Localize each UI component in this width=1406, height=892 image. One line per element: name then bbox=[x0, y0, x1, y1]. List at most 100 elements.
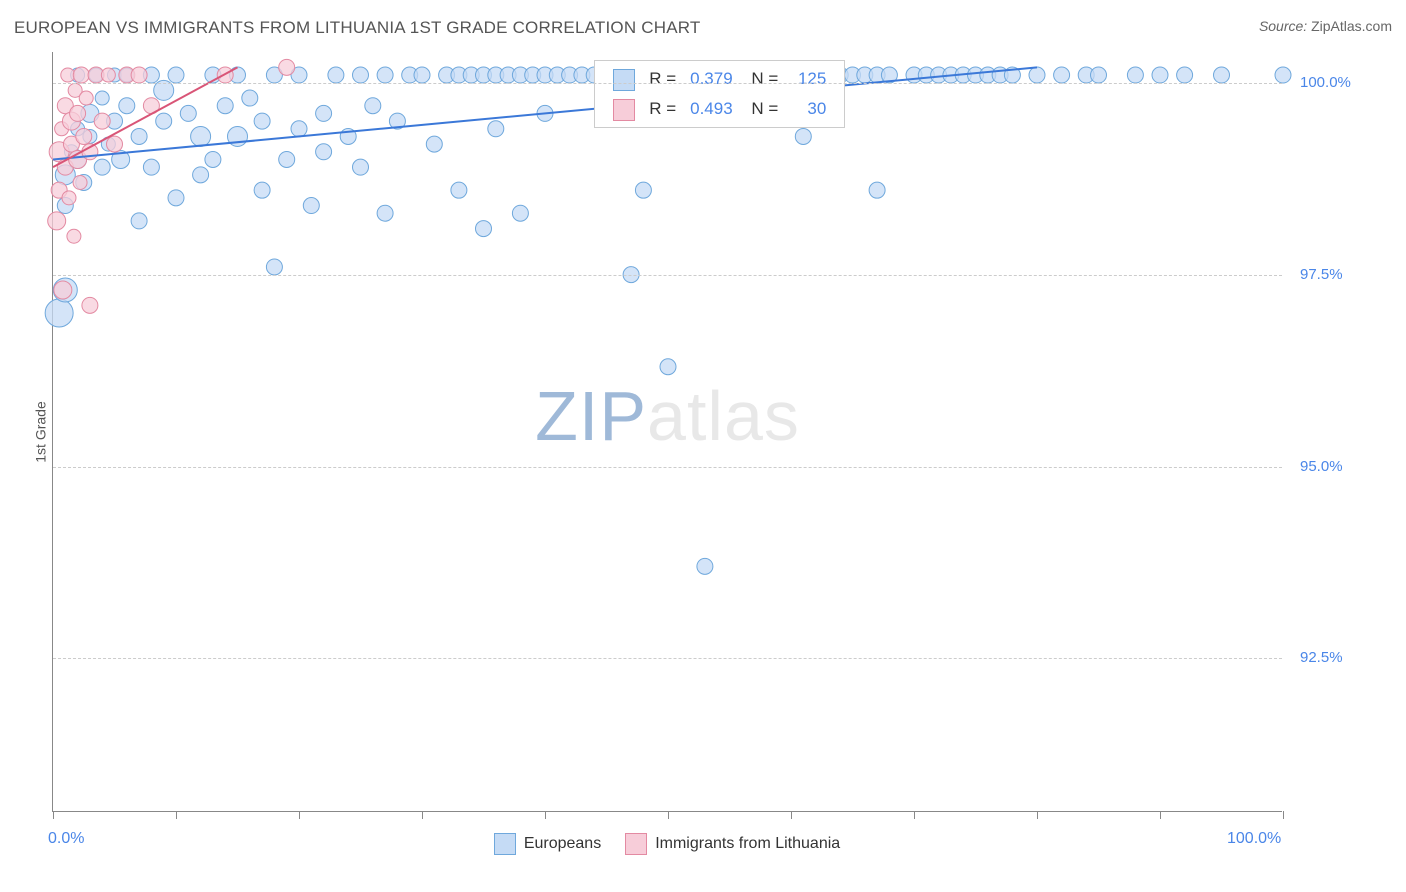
legend-label: Europeans bbox=[524, 835, 601, 853]
stats-table: R =0.379 N =125R =0.493 N =30 bbox=[605, 63, 834, 125]
scatter-point bbox=[82, 297, 98, 313]
scatter-point bbox=[365, 98, 381, 114]
scatter-point bbox=[303, 198, 319, 214]
x-tick bbox=[1283, 811, 1284, 819]
scatter-point bbox=[1029, 67, 1045, 83]
scatter-point bbox=[1127, 67, 1143, 83]
stat-n-label: N = bbox=[741, 95, 785, 123]
y-tick-label: 92.5% bbox=[1300, 649, 1343, 666]
x-tick bbox=[53, 811, 54, 819]
stat-r-value: 0.493 bbox=[684, 95, 739, 123]
scatter-point bbox=[242, 90, 258, 106]
scatter-point bbox=[414, 67, 430, 83]
scatter-point bbox=[94, 159, 110, 175]
series-swatch bbox=[613, 69, 635, 91]
scatter-point bbox=[1275, 67, 1291, 83]
scatter-point bbox=[279, 151, 295, 167]
stat-r-value: 0.379 bbox=[684, 65, 739, 93]
scatter-point bbox=[94, 113, 110, 129]
scatter-point bbox=[119, 98, 135, 114]
scatter-point bbox=[377, 205, 393, 221]
scatter-point bbox=[48, 212, 66, 230]
legend-item: Immigrants from Lithuania bbox=[625, 833, 840, 855]
stat-r-label: R = bbox=[643, 65, 682, 93]
scatter-point bbox=[76, 128, 92, 144]
scatter-point bbox=[95, 91, 109, 105]
chart-title: EUROPEAN VS IMMIGRANTS FROM LITHUANIA 1S… bbox=[14, 18, 700, 37]
scatter-point bbox=[291, 121, 307, 137]
scatter-point bbox=[54, 281, 72, 299]
scatter-point bbox=[107, 136, 123, 152]
x-tick bbox=[545, 811, 546, 819]
chart-header: EUROPEAN VS IMMIGRANTS FROM LITHUANIA 1S… bbox=[14, 18, 1392, 40]
scatter-point bbox=[697, 558, 713, 574]
stats-row: R =0.493 N =30 bbox=[607, 95, 832, 123]
scatter-point bbox=[131, 213, 147, 229]
source-attribution: Source: ZipAtlas.com bbox=[1259, 18, 1392, 34]
scatter-svg bbox=[53, 52, 1282, 811]
scatter-point bbox=[73, 67, 89, 83]
y-tick-label: 95.0% bbox=[1300, 458, 1343, 475]
scatter-point bbox=[193, 167, 209, 183]
legend-swatch bbox=[494, 833, 516, 855]
x-tick bbox=[422, 811, 423, 819]
scatter-point bbox=[279, 59, 295, 75]
scatter-point bbox=[1177, 67, 1193, 83]
scatter-point bbox=[61, 68, 75, 82]
y-tick-label: 100.0% bbox=[1300, 74, 1351, 91]
scatter-point bbox=[353, 159, 369, 175]
scatter-point bbox=[156, 113, 172, 129]
scatter-point bbox=[353, 67, 369, 83]
legend-swatch bbox=[625, 833, 647, 855]
scatter-point bbox=[1054, 67, 1070, 83]
scatter-point bbox=[191, 126, 211, 146]
gridline bbox=[53, 83, 1282, 84]
scatter-point bbox=[869, 182, 885, 198]
scatter-point bbox=[45, 299, 73, 327]
scatter-point bbox=[168, 190, 184, 206]
bottom-legend: Europeans Immigrants from Lithuania bbox=[52, 833, 1282, 860]
y-tick-label: 97.5% bbox=[1300, 266, 1343, 283]
gridline bbox=[53, 275, 1282, 276]
stats-row: R =0.379 N =125 bbox=[607, 65, 832, 93]
gridline bbox=[53, 658, 1282, 659]
scatter-point bbox=[512, 205, 528, 221]
scatter-point bbox=[328, 67, 344, 83]
stat-r-label: R = bbox=[643, 95, 682, 123]
scatter-point bbox=[254, 182, 270, 198]
scatter-point bbox=[79, 91, 93, 105]
source-label: Source: bbox=[1259, 18, 1307, 34]
scatter-point bbox=[1152, 67, 1168, 83]
scatter-point bbox=[254, 113, 270, 129]
scatter-point bbox=[205, 151, 221, 167]
chart-container: 1st Grade ZIPatlas R =0.379 N =125R =0.4… bbox=[14, 52, 1392, 812]
scatter-point bbox=[131, 67, 147, 83]
source-value: ZipAtlas.com bbox=[1311, 18, 1392, 34]
legend-label: Immigrants from Lithuania bbox=[655, 835, 840, 853]
scatter-point bbox=[316, 105, 332, 121]
scatter-point bbox=[426, 136, 442, 152]
legend-item: Europeans bbox=[494, 833, 601, 855]
y-axis-label: 1st Grade bbox=[33, 401, 49, 462]
scatter-point bbox=[67, 229, 81, 243]
scatter-point bbox=[451, 182, 467, 198]
x-tick bbox=[176, 811, 177, 819]
plot-area: ZIPatlas R =0.379 N =125R =0.493 N =30 bbox=[52, 52, 1282, 812]
stat-n-value: 125 bbox=[786, 65, 832, 93]
x-tick bbox=[1037, 811, 1038, 819]
scatter-point bbox=[316, 144, 332, 160]
x-tick bbox=[299, 811, 300, 819]
series-swatch bbox=[613, 99, 635, 121]
scatter-point bbox=[101, 68, 115, 82]
scatter-point bbox=[266, 259, 282, 275]
x-tick bbox=[668, 811, 669, 819]
scatter-point bbox=[217, 98, 233, 114]
scatter-point bbox=[488, 121, 504, 137]
scatter-point bbox=[795, 128, 811, 144]
x-tick bbox=[914, 811, 915, 819]
scatter-point bbox=[180, 105, 196, 121]
scatter-point bbox=[635, 182, 651, 198]
correlation-stats-box: R =0.379 N =125R =0.493 N =30 bbox=[594, 60, 845, 128]
scatter-point bbox=[73, 176, 87, 190]
scatter-point bbox=[1091, 67, 1107, 83]
